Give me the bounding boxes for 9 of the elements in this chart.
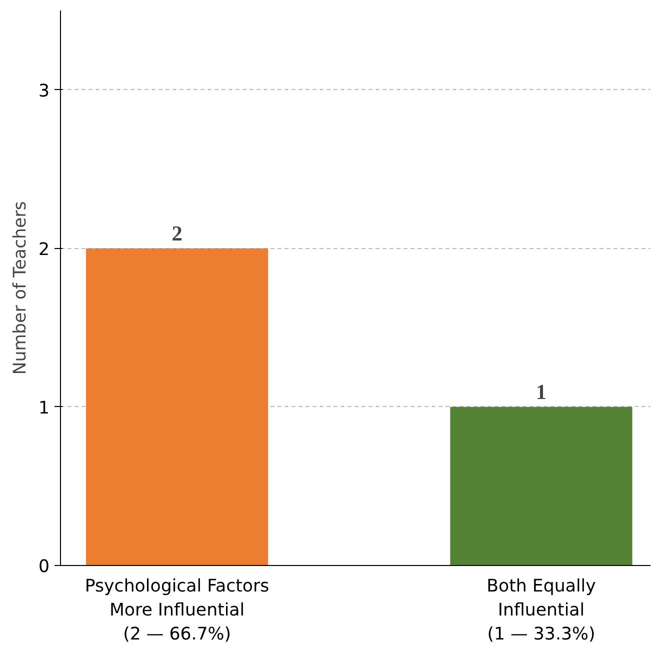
data-label: 1 bbox=[536, 380, 547, 404]
y-axis-title: Number of Teachers bbox=[10, 201, 30, 375]
y-tick-label: 3 bbox=[38, 81, 50, 102]
x-tick-label: Both Equally Influential (1 — 33.3%) bbox=[486, 576, 596, 644]
y-tick-label: 0 bbox=[38, 557, 50, 577]
y-tick-label: 1 bbox=[38, 398, 50, 418]
y-tick-label: 2 bbox=[38, 240, 50, 260]
data-label: 2 bbox=[172, 221, 182, 246]
x-tick-label: Psychological Factors More Influential (2 — 66.7%) bbox=[84, 576, 270, 644]
